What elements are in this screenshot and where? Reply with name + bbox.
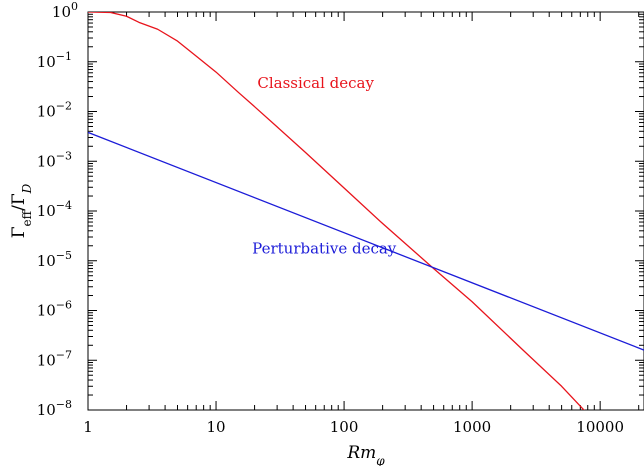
x-tick-label: 10000 <box>576 418 624 436</box>
y-tick-base: 10 <box>37 302 56 320</box>
x-tick-label: 10 <box>206 418 225 436</box>
annotations: Classical decay Perturbative decay <box>252 74 397 258</box>
x-tick-label: 1000 <box>453 418 491 436</box>
y-tick-base: 10 <box>37 401 56 419</box>
y-tick-label: 10−3 <box>37 149 72 170</box>
y-tick-label: 100 <box>52 0 78 21</box>
y-tick-label: 10−2 <box>37 100 72 121</box>
x-tick-label: 1 <box>83 418 93 436</box>
x-tick-label: 100 <box>330 418 359 436</box>
annotation-classical-decay: Classical decay <box>257 74 374 92</box>
y-tick-label: 10−5 <box>37 249 72 270</box>
y-tick-base: 10 <box>37 152 56 170</box>
x-axis-label: Rmφ <box>346 443 385 466</box>
y-tick-label: 10−8 <box>37 398 72 419</box>
y-tick-label: 10−7 <box>37 348 72 369</box>
plot-frame <box>87 11 644 411</box>
y-tick-exponent: 0 <box>71 0 78 13</box>
y-tick-exponent: −2 <box>56 100 72 113</box>
y-tick-label: 10−6 <box>37 299 72 320</box>
y-tick-label: 10−1 <box>37 50 72 71</box>
axis-ticks: 1 10 100 1000 1000010010−110−210−310−410−510… <box>37 0 644 436</box>
y-tick-exponent: −6 <box>56 299 72 312</box>
y-tick-exponent: −1 <box>56 50 72 63</box>
series-line-classical <box>88 12 585 410</box>
y-tick-base: 10 <box>37 351 56 369</box>
y-tick-base: 10 <box>37 103 56 121</box>
y-tick-base: 10 <box>37 252 56 270</box>
y-tick-exponent: −4 <box>56 199 72 212</box>
y-axis-label-sub1: eff <box>20 209 34 226</box>
y-axis-label-mid: /Γ <box>9 193 29 211</box>
y-axis-label-sub2: D <box>20 183 34 194</box>
series-line-perturbative <box>88 131 644 351</box>
series-group <box>88 12 644 410</box>
y-tick-exponent: −3 <box>56 149 72 162</box>
annotation-perturbative-decay: Perturbative decay <box>252 239 397 257</box>
y-tick-exponent: −8 <box>56 398 72 411</box>
x-axis-label-sub: φ <box>376 454 385 466</box>
y-tick-base: 10 <box>52 3 71 21</box>
y-tick-base: 10 <box>37 202 56 220</box>
y-axis-label: Γeff/ΓD <box>9 183 34 238</box>
y-tick-label: 10−4 <box>37 199 72 220</box>
y-tick-exponent: −5 <box>56 249 72 262</box>
y-tick-base: 10 <box>37 53 56 71</box>
y-tick-exponent: −7 <box>56 348 72 361</box>
